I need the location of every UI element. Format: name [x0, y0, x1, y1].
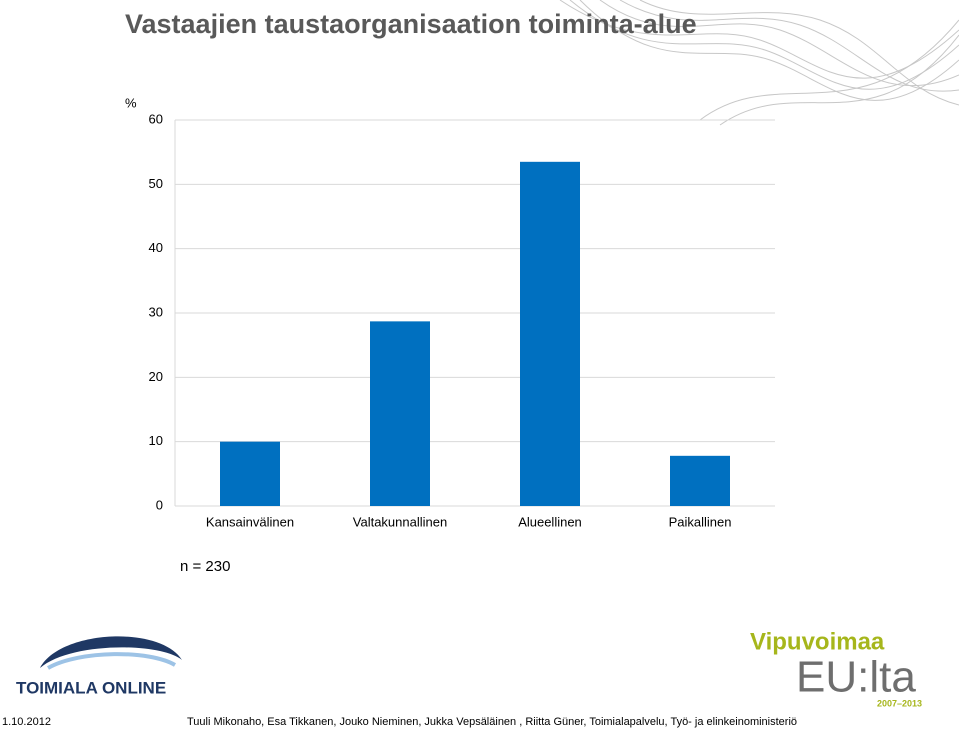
- y-tick-label: 10: [149, 433, 163, 448]
- x-tick-label: Valtakunnallinen: [353, 514, 447, 529]
- annotation: n = 230: [180, 558, 230, 575]
- logo-text: EU:lta: [796, 653, 916, 702]
- logo-left: TOIMIALA ONLINE: [16, 636, 182, 697]
- chart-title: Vastaajien taustaorganisaation toiminta-…: [125, 9, 697, 39]
- logo-right: Vipuvoimaa EU:lta 2007–2013: [750, 628, 922, 708]
- x-tick-label: Paikallinen: [669, 514, 732, 529]
- x-tick-label: Alueellinen: [518, 514, 582, 529]
- bar: [220, 441, 280, 506]
- bar: [670, 455, 730, 506]
- decoration: [559, 0, 959, 126]
- logo-arc: [47, 652, 177, 670]
- bar: [370, 321, 430, 506]
- y-tick-label: 0: [156, 497, 163, 512]
- y-axis-label: %: [125, 95, 137, 110]
- y-tick-label: 20: [149, 369, 163, 384]
- logo-text: TOIMIALA ONLINE: [16, 678, 166, 697]
- y-tick-label: 40: [149, 240, 163, 255]
- x-tick-label: Kansainvälinen: [206, 514, 294, 529]
- y-tick-label: 30: [149, 304, 163, 319]
- footer-authors: Tuuli Mikonaho, Esa Tikkanen, Jouko Niem…: [187, 716, 797, 728]
- footer-date: 1.10.2012: [2, 716, 51, 728]
- y-tick-label: 60: [149, 111, 163, 126]
- y-tick-label: 50: [149, 176, 163, 191]
- logo-text: 2007–2013: [877, 698, 922, 708]
- bar: [520, 161, 580, 507]
- logo-text: Vipuvoimaa: [750, 628, 885, 655]
- logo-arc: [40, 636, 182, 668]
